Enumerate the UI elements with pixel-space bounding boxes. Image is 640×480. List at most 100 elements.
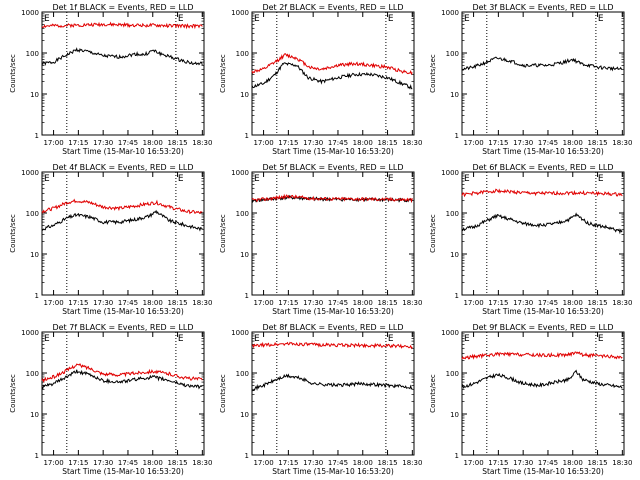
plot-frame [461, 11, 625, 136]
lld-series-line [251, 193, 413, 203]
e-marker: E [254, 174, 260, 184]
x-tick-label: 18:15 [377, 299, 397, 307]
lld-series-line [41, 198, 203, 215]
panel-title: Det 3f BLACK = Events, RED = LLD [472, 3, 613, 12]
x-axis-label: Start Time (15-Mar-10 16:53:20) [62, 147, 184, 156]
events-series-line [41, 209, 203, 232]
y-axis-label: Counts/sec [9, 214, 17, 253]
e-marker: E [254, 334, 260, 344]
plot-frame [461, 171, 625, 296]
y-tick-label: 100 [236, 210, 249, 218]
x-tick-label: 17:45 [328, 299, 348, 307]
y-axis-label: Counts/sec [9, 374, 17, 413]
x-tick-label: 18:15 [167, 139, 187, 147]
x-tick-label: 17:15 [68, 459, 88, 467]
events-series-line [251, 62, 413, 90]
x-tick-label: 17:30 [93, 299, 113, 307]
events-series-line [461, 56, 623, 72]
x-tick-label: 17:15 [488, 139, 508, 147]
y-tick-label: 1 [35, 452, 39, 460]
events-series-line [41, 47, 203, 66]
y-tick-label: 1000 [21, 329, 39, 337]
e-marker: E [44, 174, 50, 184]
x-tick-label: 17:15 [68, 139, 88, 147]
y-tick-label: 1000 [231, 329, 249, 337]
events-series-line [461, 212, 623, 235]
x-tick-label: 17:30 [93, 459, 113, 467]
x-tick-label: 17:30 [513, 299, 533, 307]
plot-frame [251, 11, 415, 136]
detector-panel: Det 1f BLACK = Events, RED = LLD 1 10 100 10… [9, 3, 212, 156]
y-tick-label: 1000 [21, 169, 39, 177]
detector-panel: Det 4f BLACK = Events, RED = LLD 1 10 100 10… [9, 163, 212, 316]
panel-title: Det 4f BLACK = Events, RED = LLD [52, 163, 193, 172]
x-tick-label: 18:30 [612, 139, 632, 147]
x-tick-label: 17:00 [43, 299, 63, 307]
x-tick-label: 18:15 [587, 139, 607, 147]
y-tick-label: 1 [455, 452, 459, 460]
detector-panel: Det 7f BLACK = Events, RED = LLD 1 10 100 10… [9, 323, 212, 476]
plot-frame [251, 171, 415, 296]
events-series-line [251, 373, 413, 392]
x-tick-label: 18:30 [612, 459, 632, 467]
lld-series-line [251, 52, 413, 76]
e-marker: E [388, 174, 394, 184]
x-tick-label: 17:00 [253, 459, 273, 467]
panel-title: Det 7f BLACK = Events, RED = LLD [52, 323, 193, 332]
x-axis-label: Start Time (15-Mar-10 16:53:20) [272, 147, 394, 156]
x-tick-label: 17:45 [118, 299, 138, 307]
e-marker: E [44, 334, 50, 344]
y-axis-label: Counts/sec [9, 54, 17, 93]
detector-panel: Det 2f BLACK = Events, RED = LLD 1 10 100 10… [219, 3, 422, 156]
x-tick-label: 17:00 [463, 299, 483, 307]
e-marker: E [254, 14, 260, 24]
events-series-line [461, 369, 623, 389]
lld-series-line [251, 341, 413, 350]
x-tick-label: 17:30 [93, 139, 113, 147]
y-tick-label: 10 [30, 91, 39, 99]
x-tick-label: 17:30 [303, 459, 323, 467]
y-tick-label: 1000 [21, 9, 39, 17]
y-tick-label: 1 [245, 452, 249, 460]
y-tick-label: 1 [35, 132, 39, 140]
y-tick-label: 1 [455, 292, 459, 300]
detector-panel: Det 3f BLACK = Events, RED = LLD 1 10 100 10… [429, 3, 632, 156]
x-tick-label: 18:30 [192, 299, 212, 307]
e-marker: E [44, 14, 50, 24]
plot-frame [251, 331, 415, 456]
y-tick-label: 10 [30, 251, 39, 259]
y-tick-label: 100 [236, 370, 249, 378]
y-tick-label: 1 [35, 292, 39, 300]
y-axis-label: Counts/sec [429, 54, 437, 93]
plot-frame [461, 331, 625, 456]
x-axis-label: Start Time (15-Mar-10 16:53:20) [482, 307, 604, 316]
x-tick-label: 17:45 [538, 459, 558, 467]
e-marker: E [598, 174, 604, 184]
x-tick-label: 17:15 [278, 459, 298, 467]
y-tick-label: 1000 [231, 9, 249, 17]
x-tick-label: 17:00 [463, 459, 483, 467]
lld-series-line [461, 351, 623, 360]
e-marker: E [178, 174, 184, 184]
x-tick-label: 18:30 [402, 459, 422, 467]
x-tick-label: 17:45 [538, 139, 558, 147]
x-axis-label: Start Time (15-Mar-10 16:53:20) [272, 467, 394, 476]
x-tick-label: 17:00 [253, 139, 273, 147]
lld-series-line [461, 188, 623, 198]
y-tick-label: 1000 [231, 169, 249, 177]
e-marker: E [388, 334, 394, 344]
x-tick-label: 17:00 [253, 299, 273, 307]
y-tick-label: 1 [245, 132, 249, 140]
y-axis-label: Counts/sec [219, 374, 227, 413]
x-tick-label: 18:30 [402, 299, 422, 307]
y-tick-label: 10 [450, 411, 459, 419]
y-tick-label: 1000 [441, 329, 459, 337]
x-tick-label: 17:15 [278, 139, 298, 147]
y-tick-label: 10 [240, 251, 249, 259]
x-axis-label: Start Time (15-Mar-10 16:53:20) [272, 307, 394, 316]
x-tick-label: 18:15 [377, 139, 397, 147]
y-tick-label: 100 [446, 210, 459, 218]
x-tick-label: 17:45 [118, 459, 138, 467]
x-tick-label: 17:00 [43, 139, 63, 147]
